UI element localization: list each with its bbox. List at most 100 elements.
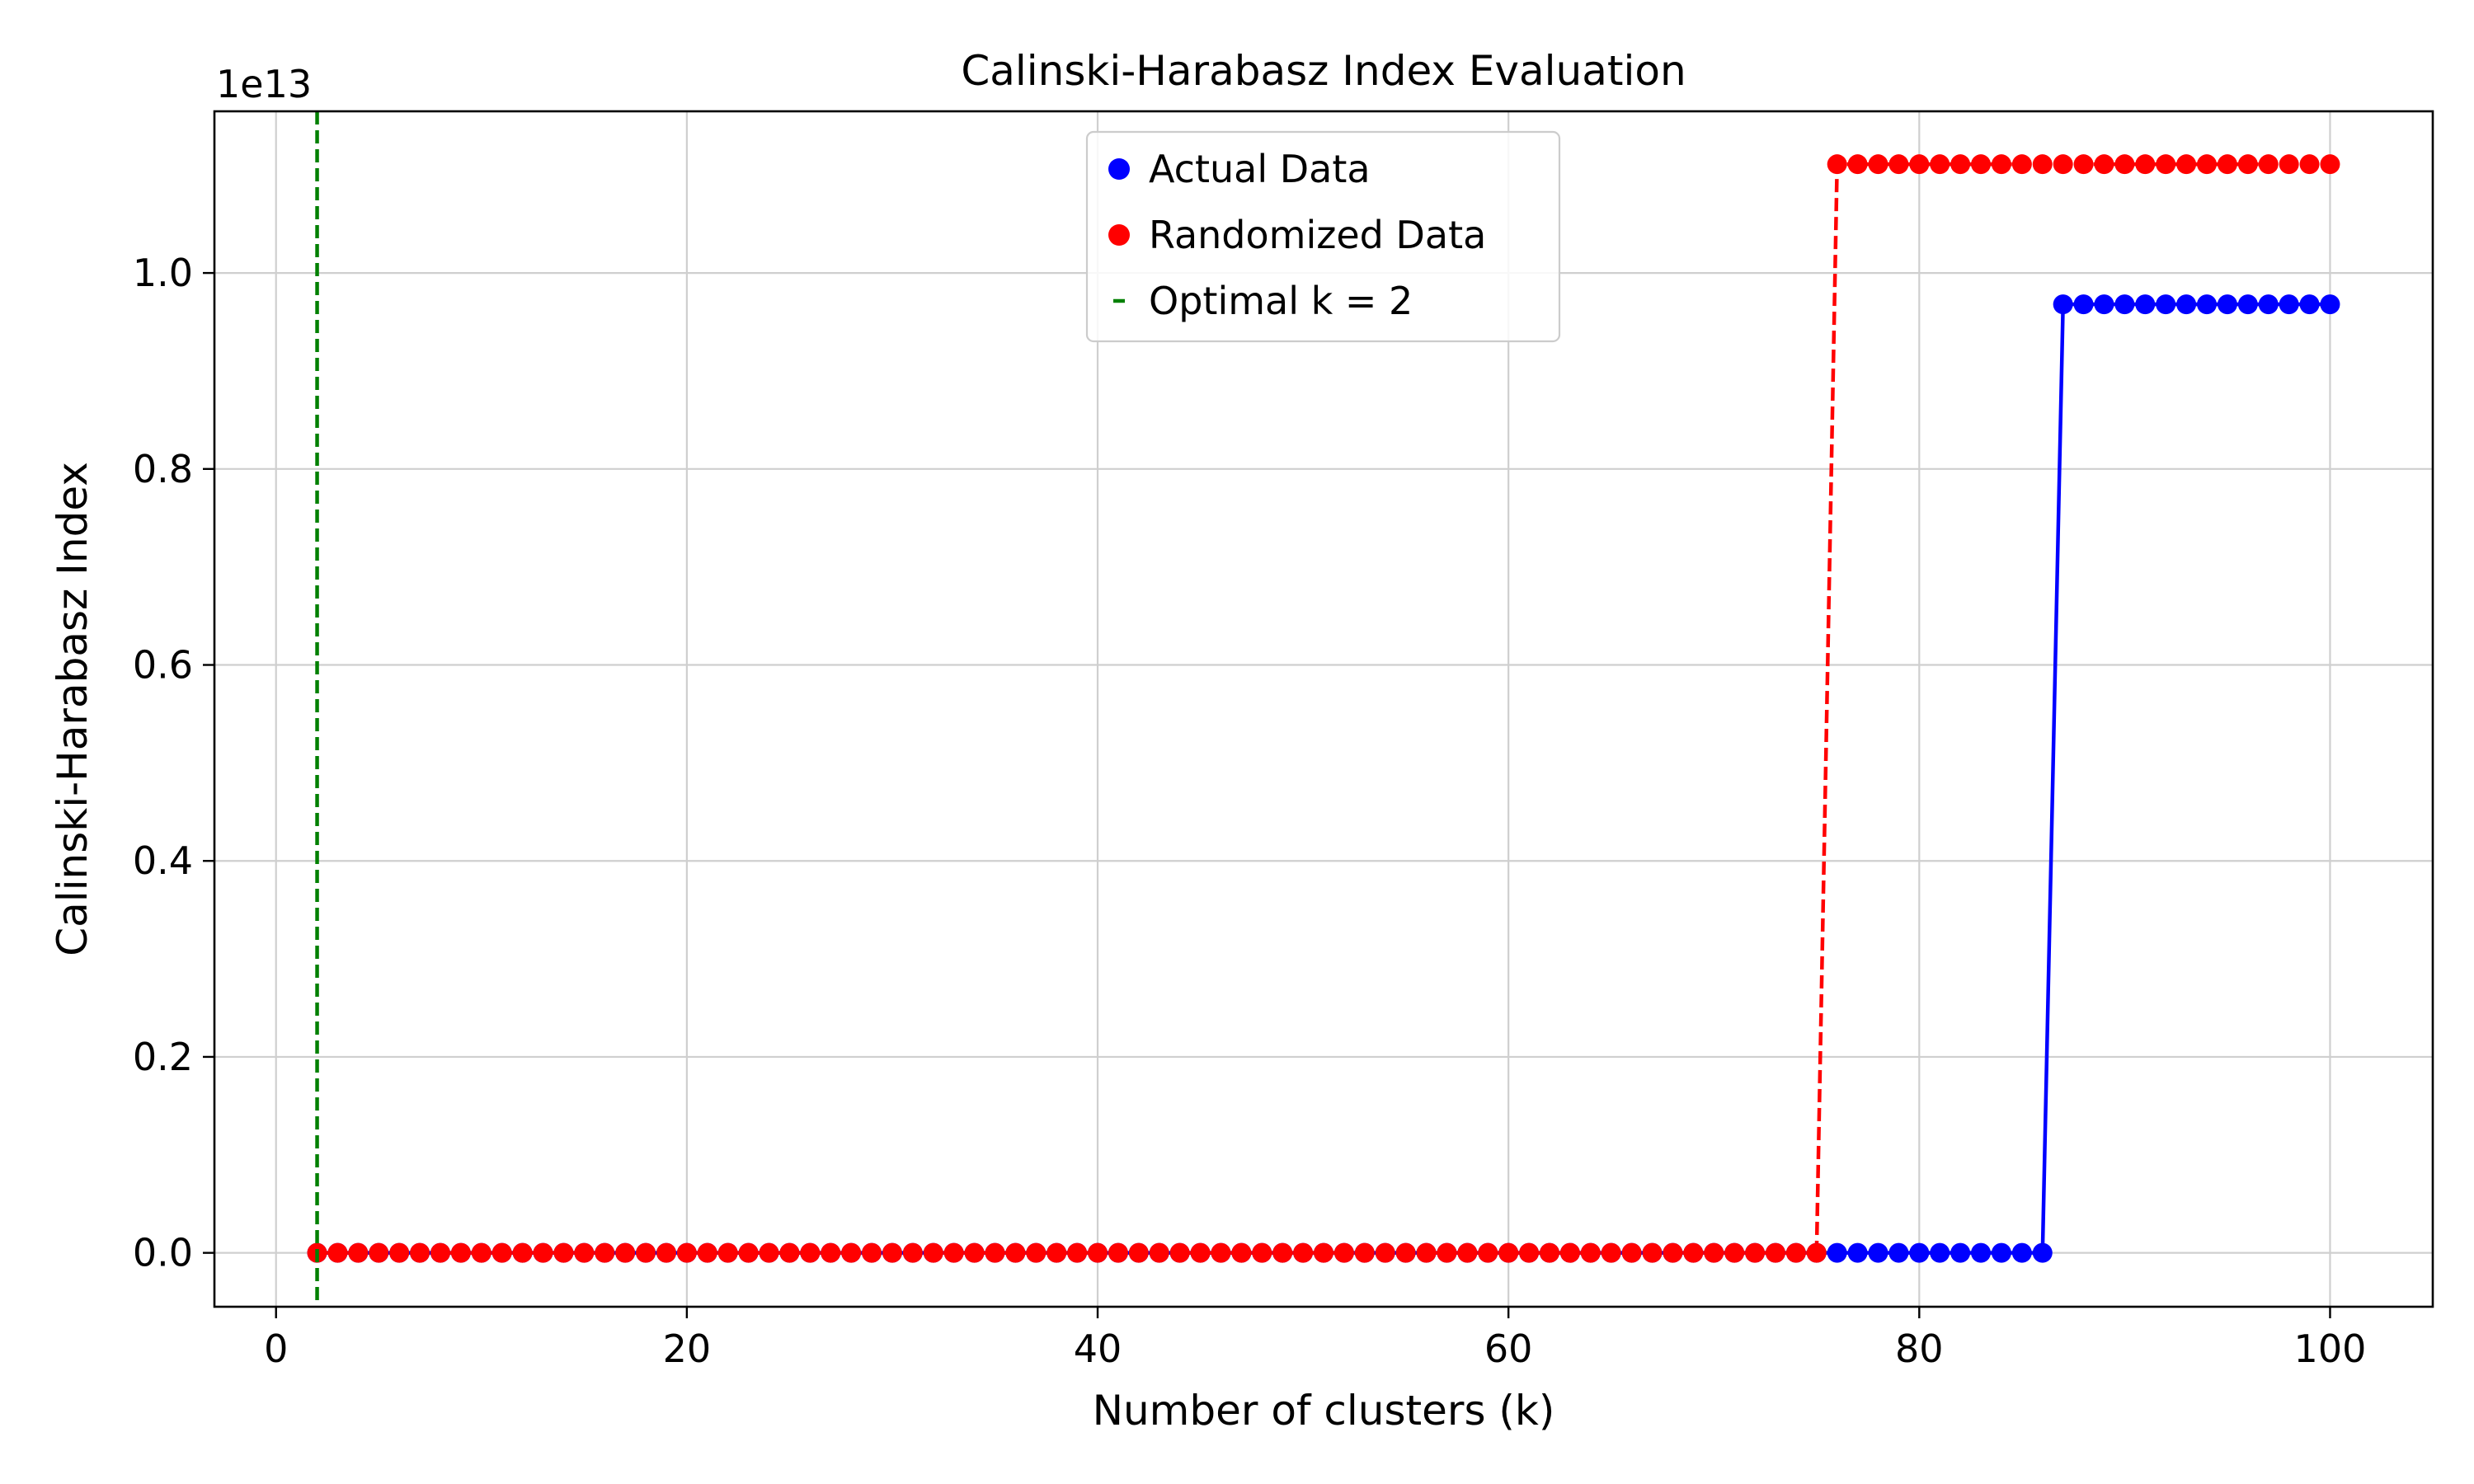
series-point-1 — [1559, 1242, 1580, 1263]
series-point-1 — [636, 1242, 656, 1263]
series-point-0 — [2094, 294, 2114, 315]
series-point-0 — [1930, 1242, 1950, 1263]
series-point-0 — [2279, 294, 2299, 315]
series-point-1 — [410, 1242, 430, 1263]
series-point-1 — [1847, 154, 1868, 175]
series-point-1 — [2320, 154, 2340, 175]
x-tick-label: 20 — [663, 1327, 712, 1371]
series-point-1 — [1519, 1242, 1540, 1263]
series-point-1 — [862, 1242, 882, 1263]
series-point-1 — [1991, 154, 2011, 175]
series-point-1 — [471, 1242, 492, 1263]
series-point-1 — [902, 1242, 923, 1263]
series-point-1 — [1621, 1242, 1642, 1263]
legend-label-randomized: Randomized Data — [1149, 213, 1486, 257]
x-tick-label: 60 — [1484, 1327, 1533, 1371]
series-point-1 — [1909, 154, 1930, 175]
series-point-0 — [2053, 294, 2073, 315]
series-point-0 — [1847, 1242, 1868, 1263]
legend-marker-actual — [1108, 158, 1130, 180]
series-point-1 — [2279, 154, 2299, 175]
series-point-1 — [738, 1242, 759, 1263]
series-point-1 — [348, 1242, 369, 1263]
series-point-1 — [1930, 154, 1950, 175]
x-tick-label: 80 — [1895, 1327, 1944, 1371]
series-point-1 — [2197, 154, 2218, 175]
series-point-1 — [1580, 1242, 1601, 1263]
y-tick-label: 0.0 — [133, 1231, 193, 1275]
y-tick-label: 0.2 — [133, 1035, 193, 1079]
series-point-1 — [2156, 154, 2176, 175]
series-point-1 — [1601, 1242, 1621, 1263]
series-point-1 — [697, 1242, 717, 1263]
series-point-1 — [964, 1242, 985, 1263]
series-point-1 — [1785, 1242, 1806, 1263]
series-point-0 — [1827, 1242, 1847, 1263]
series-point-1 — [2237, 154, 2258, 175]
x-tick-label: 0 — [264, 1327, 288, 1371]
legend-item-optimal: Optimal k = 2 — [1113, 279, 1413, 323]
legend-marker-randomized — [1108, 224, 1130, 246]
legend-label-actual: Actual Data — [1149, 147, 1371, 191]
series-point-1 — [2032, 154, 2053, 175]
series-point-1 — [1333, 1242, 1354, 1263]
series-point-1 — [430, 1242, 450, 1263]
series-point-1 — [943, 1242, 964, 1263]
series-point-1 — [1498, 1242, 1519, 1263]
y-axis-ticks: 0.0 0.2 0.4 0.6 0.8 1.0 — [133, 251, 214, 1275]
series-point-1 — [1437, 1242, 1457, 1263]
series-point-1 — [327, 1242, 348, 1263]
legend-label-optimal: Optimal k = 2 — [1149, 279, 1413, 323]
series-point-0 — [1909, 1242, 1930, 1263]
x-tick-label: 40 — [1074, 1327, 1122, 1371]
series-point-1 — [656, 1242, 676, 1263]
legend: Actual Data Randomized Data Optimal k = … — [1085, 130, 1561, 343]
plot-markers — [307, 111, 2340, 1307]
series-point-1 — [1457, 1242, 1478, 1263]
series-point-1 — [1395, 1242, 1416, 1263]
series-point-0 — [2176, 294, 2197, 315]
series-point-1 — [1375, 1242, 1395, 1263]
series-point-1 — [717, 1242, 738, 1263]
series-point-1 — [1416, 1242, 1437, 1263]
series-point-1 — [1128, 1242, 1149, 1263]
legend-item-actual: Actual Data — [1108, 147, 1371, 191]
series-point-1 — [1190, 1242, 1211, 1263]
series-point-1 — [2114, 154, 2135, 175]
y-tick-label: 0.6 — [133, 643, 193, 688]
series-point-1 — [1765, 1242, 1785, 1263]
series-point-1 — [492, 1242, 512, 1263]
series-point-0 — [1868, 1242, 1888, 1263]
series-point-1 — [2094, 154, 2114, 175]
series-point-1 — [450, 1242, 471, 1263]
series-point-0 — [1971, 1242, 1992, 1263]
series-point-1 — [1704, 1242, 1724, 1263]
series-point-1 — [1231, 1242, 1252, 1263]
series-point-0 — [2217, 294, 2237, 315]
series-point-0 — [1950, 1242, 1971, 1263]
series-point-1 — [841, 1242, 862, 1263]
series-point-1 — [1293, 1242, 1314, 1263]
series-point-1 — [1683, 1242, 1704, 1263]
series-point-1 — [1252, 1242, 1272, 1263]
series-point-0 — [2237, 294, 2258, 315]
plot-frame — [213, 110, 2434, 1308]
series-point-1 — [1047, 1242, 1067, 1263]
series-point-1 — [1314, 1242, 1333, 1263]
series-point-1 — [676, 1242, 697, 1263]
series-point-1 — [1211, 1242, 1231, 1263]
series-point-0 — [2114, 294, 2135, 315]
series-point-1 — [800, 1242, 821, 1263]
series-point-1 — [2176, 154, 2197, 175]
series-point-1 — [2135, 154, 2156, 175]
series-point-1 — [1745, 1242, 1766, 1263]
series-point-1 — [553, 1242, 574, 1263]
series-point-1 — [1868, 154, 1888, 175]
y-offset-label: 1e13 — [216, 62, 312, 106]
series-point-1 — [1642, 1242, 1663, 1263]
series-point-1 — [369, 1242, 389, 1263]
series-point-1 — [2011, 154, 2032, 175]
legend-box — [1085, 130, 1561, 343]
series-point-1 — [1827, 154, 1847, 175]
